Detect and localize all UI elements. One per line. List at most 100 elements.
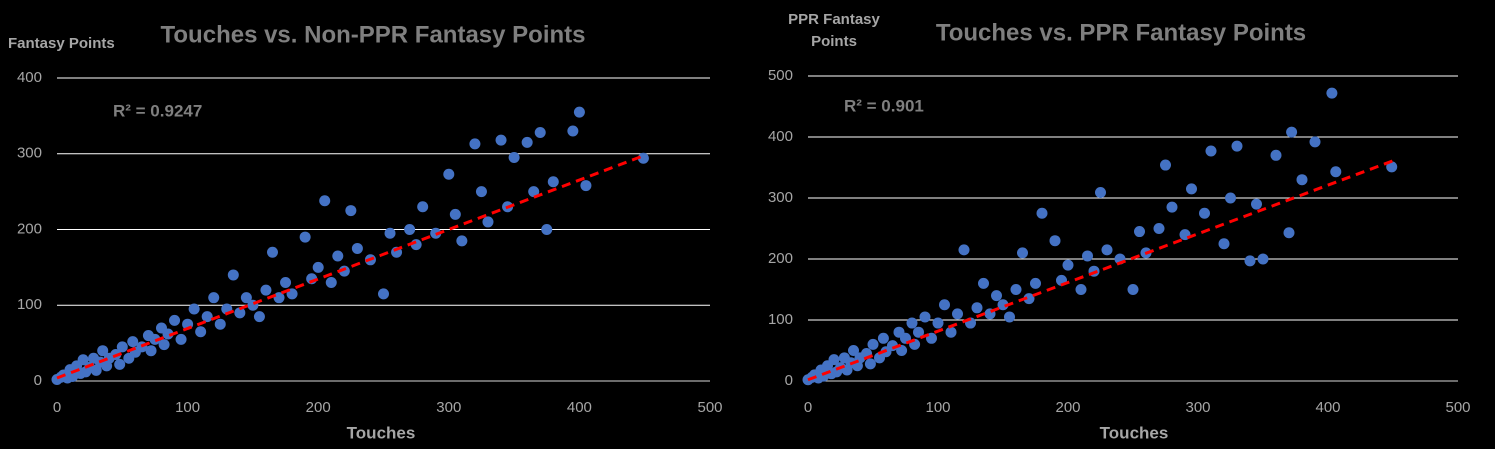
data-point [867, 338, 879, 350]
trendline [56, 153, 646, 380]
data-point [195, 326, 207, 338]
data-point [1082, 250, 1093, 262]
data-point [573, 106, 585, 118]
y-tick-label: 200 [17, 220, 42, 237]
data-point [319, 195, 331, 207]
y-tick-label: 100 [768, 311, 793, 328]
data-point [1270, 149, 1282, 161]
x-axis-title: Touches [347, 423, 416, 442]
data-point [384, 227, 396, 239]
data-point [1286, 126, 1298, 138]
data-point [332, 250, 344, 262]
data-point [1004, 311, 1015, 323]
data-point [978, 277, 989, 289]
data-point [1160, 159, 1171, 171]
data-point [534, 127, 546, 139]
data-point [169, 314, 181, 326]
data-point [913, 326, 924, 338]
y-tick-label: 100 [17, 296, 42, 313]
data-point [1030, 277, 1041, 289]
data-point [567, 125, 579, 137]
data-point [877, 332, 889, 344]
x-tick-label: 200 [1055, 399, 1080, 416]
data-point [997, 299, 1009, 311]
data-point [1153, 223, 1165, 234]
data-point [1036, 207, 1048, 219]
y-axis-title: PPR Fantasy Points [788, 11, 880, 50]
y-tick-label: 300 [768, 189, 793, 206]
data-point [541, 224, 553, 235]
data-point [114, 358, 126, 370]
x-tick-label: 300 [1185, 399, 1210, 416]
data-point [456, 235, 468, 247]
x-tick-label: 0 [53, 399, 61, 416]
data-point [325, 277, 337, 289]
data-point [338, 265, 350, 277]
data-point [971, 302, 983, 314]
y-tick-label: 0 [785, 372, 793, 389]
data-point [175, 333, 187, 345]
data-point [443, 168, 455, 180]
data-point [1199, 207, 1210, 219]
data-point [991, 290, 1002, 302]
y-tick-label: 300 [17, 145, 42, 162]
data-point [1231, 140, 1243, 152]
x-tick-label: 200 [306, 399, 331, 416]
data-point [234, 307, 246, 319]
chart-title: Touches vs. PPR Fantasy Points [936, 19, 1306, 46]
data-point [848, 345, 859, 356]
data-point [482, 216, 494, 228]
data-point [345, 205, 357, 217]
x-tick-label: 100 [925, 399, 950, 416]
data-point [1244, 255, 1256, 267]
x-tick-label: 100 [175, 399, 200, 416]
data-point [906, 317, 918, 329]
data-point [1257, 253, 1269, 265]
data-point [158, 339, 170, 351]
data-point [547, 176, 559, 188]
data-point [864, 358, 876, 370]
data-point [919, 311, 931, 323]
x-tick-label: 500 [697, 399, 722, 416]
data-point [1134, 226, 1145, 238]
x-tick-label: 300 [436, 399, 461, 416]
data-point [508, 152, 520, 164]
y-tick-label: 500 [768, 67, 793, 84]
data-point [1225, 192, 1236, 204]
data-point [939, 299, 950, 311]
data-point [201, 311, 213, 323]
data-point [253, 311, 265, 323]
data-point [351, 242, 363, 254]
data-point [97, 345, 109, 357]
data-point [958, 244, 970, 256]
data-point [828, 354, 840, 366]
data-point [1205, 145, 1217, 157]
data-point [299, 231, 311, 243]
data-point [469, 138, 481, 150]
y-tick-label: 400 [17, 69, 42, 86]
data-point [1330, 166, 1342, 178]
data-point [1049, 235, 1061, 247]
data-point [1296, 174, 1308, 186]
data-point [1075, 284, 1087, 295]
data-point [1166, 201, 1178, 213]
y-tick-label: 0 [34, 372, 42, 389]
data-point [1251, 198, 1262, 210]
data-point [1101, 244, 1113, 256]
data-point [240, 292, 252, 304]
data-point [637, 152, 649, 164]
y-tick-label: 200 [768, 250, 793, 267]
data-point [77, 354, 89, 366]
data-point [932, 317, 944, 329]
data-point [495, 134, 507, 146]
data-point [227, 269, 239, 281]
data-point [1010, 284, 1022, 295]
data-point [312, 261, 324, 273]
chart-title: Touches vs. Non-PPR Fantasy Points [161, 21, 586, 48]
data-point [449, 208, 461, 220]
data-point [896, 345, 908, 356]
data-point [404, 224, 416, 235]
data-point [280, 277, 292, 289]
